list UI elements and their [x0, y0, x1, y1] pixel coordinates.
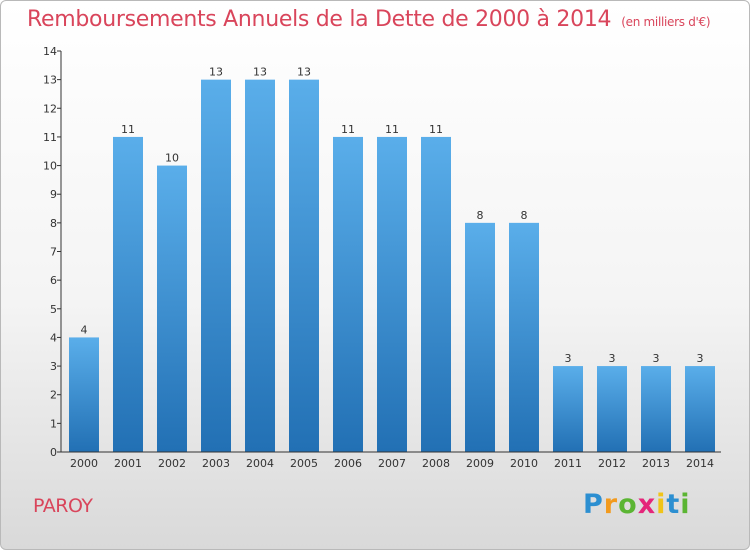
bar-2007	[377, 136, 407, 452]
axes-group: 2000 2001 2002 2003 2004 2005 2006 2007 2008 2009…	[43, 45, 721, 470]
data-label-2006: 11	[341, 123, 355, 136]
x-tick-label-2007: 2007	[378, 457, 406, 470]
bar-2009	[465, 222, 495, 452]
bar-2014	[685, 366, 715, 452]
x-tick-label-2005: 2005	[290, 457, 318, 470]
logo-letter: P	[583, 489, 604, 520]
y-tick-label-10: 10	[43, 160, 57, 173]
y-tick-label-9: 9	[50, 188, 57, 201]
data-label-2000: 4	[81, 323, 88, 336]
y-tick-label-13: 13	[43, 74, 57, 87]
y-tick-label-2: 2	[50, 389, 57, 402]
y-tick-label-12: 12	[43, 102, 57, 115]
bar-2012	[597, 366, 627, 452]
y-tick-label-5: 5	[50, 303, 57, 316]
chart-title: Remboursements Annuels de la Dette de 20…	[27, 7, 711, 32]
logo-letter: t	[666, 489, 681, 520]
y-tick-label-1: 1	[50, 417, 57, 430]
y-tick-label-3: 3	[50, 360, 57, 373]
bars-group: 4 11 10 13 13 13 11 11 11 8 8 3 3 3 3	[69, 66, 715, 453]
title-text: Remboursements Annuels de la Dette de 20…	[27, 7, 612, 32]
x-tick-label-2003: 2003	[202, 457, 230, 470]
bar-2013	[641, 366, 671, 452]
y-tick-label-4: 4	[50, 331, 57, 344]
x-tick-label-2006: 2006	[334, 457, 362, 470]
logo-letter: i	[680, 489, 691, 520]
x-tick-label-2008: 2008	[422, 457, 450, 470]
bar-2003	[201, 79, 231, 453]
x-tick-label-2014: 2014	[686, 457, 714, 470]
data-label-2004: 13	[253, 66, 267, 79]
y-tick-label-0: 0	[50, 446, 57, 459]
y-tick-label-14: 14	[43, 45, 57, 58]
data-label-2001: 11	[121, 123, 135, 136]
y-tick-label-7: 7	[50, 246, 57, 259]
bar-2002	[157, 165, 187, 453]
data-label-2007: 11	[385, 123, 399, 136]
unit-label: (en milliers d'€)	[621, 15, 711, 29]
bar-2011	[553, 366, 583, 452]
logo-letter: o	[618, 489, 638, 520]
logo-letter: r	[603, 489, 619, 520]
data-label-2010: 8	[521, 209, 528, 222]
y-tick-label-11: 11	[43, 131, 57, 144]
data-label-2011: 3	[565, 352, 572, 365]
data-label-2002: 10	[165, 152, 179, 165]
x-tick-label-2009: 2009	[466, 457, 494, 470]
data-label-2012: 3	[609, 352, 616, 365]
data-label-2014: 3	[697, 352, 704, 365]
bar-2001	[113, 136, 143, 452]
x-tick-label-2001: 2001	[114, 457, 142, 470]
bar-2005	[289, 79, 319, 453]
commune-name: PAROY	[33, 495, 93, 517]
bar-2004	[245, 79, 275, 453]
y-tick-label-8: 8	[50, 217, 57, 230]
logo-letter: i	[656, 489, 667, 520]
x-tick-label-2002: 2002	[158, 457, 186, 470]
x-tick-label-2012: 2012	[598, 457, 626, 470]
data-label-2005: 13	[297, 66, 311, 79]
proxiti-logo: Proxiti	[583, 489, 691, 520]
x-tick-label-2010: 2010	[510, 457, 538, 470]
x-tick-label-2011: 2011	[554, 457, 582, 470]
x-tick-label-2013: 2013	[642, 457, 670, 470]
data-label-2009: 8	[477, 209, 484, 222]
y-tick-label-6: 6	[50, 274, 57, 287]
bar-2000	[69, 337, 99, 452]
x-tick-label-2004: 2004	[246, 457, 274, 470]
data-label-2013: 3	[653, 352, 660, 365]
x-tick-label-2000: 2000	[70, 457, 98, 470]
data-label-2008: 11	[429, 123, 443, 136]
bar-2010	[509, 222, 539, 452]
bar-2008	[421, 136, 451, 452]
data-label-2003: 13	[209, 66, 223, 79]
bar-2006	[333, 136, 363, 452]
logo-letter: x	[637, 489, 657, 520]
